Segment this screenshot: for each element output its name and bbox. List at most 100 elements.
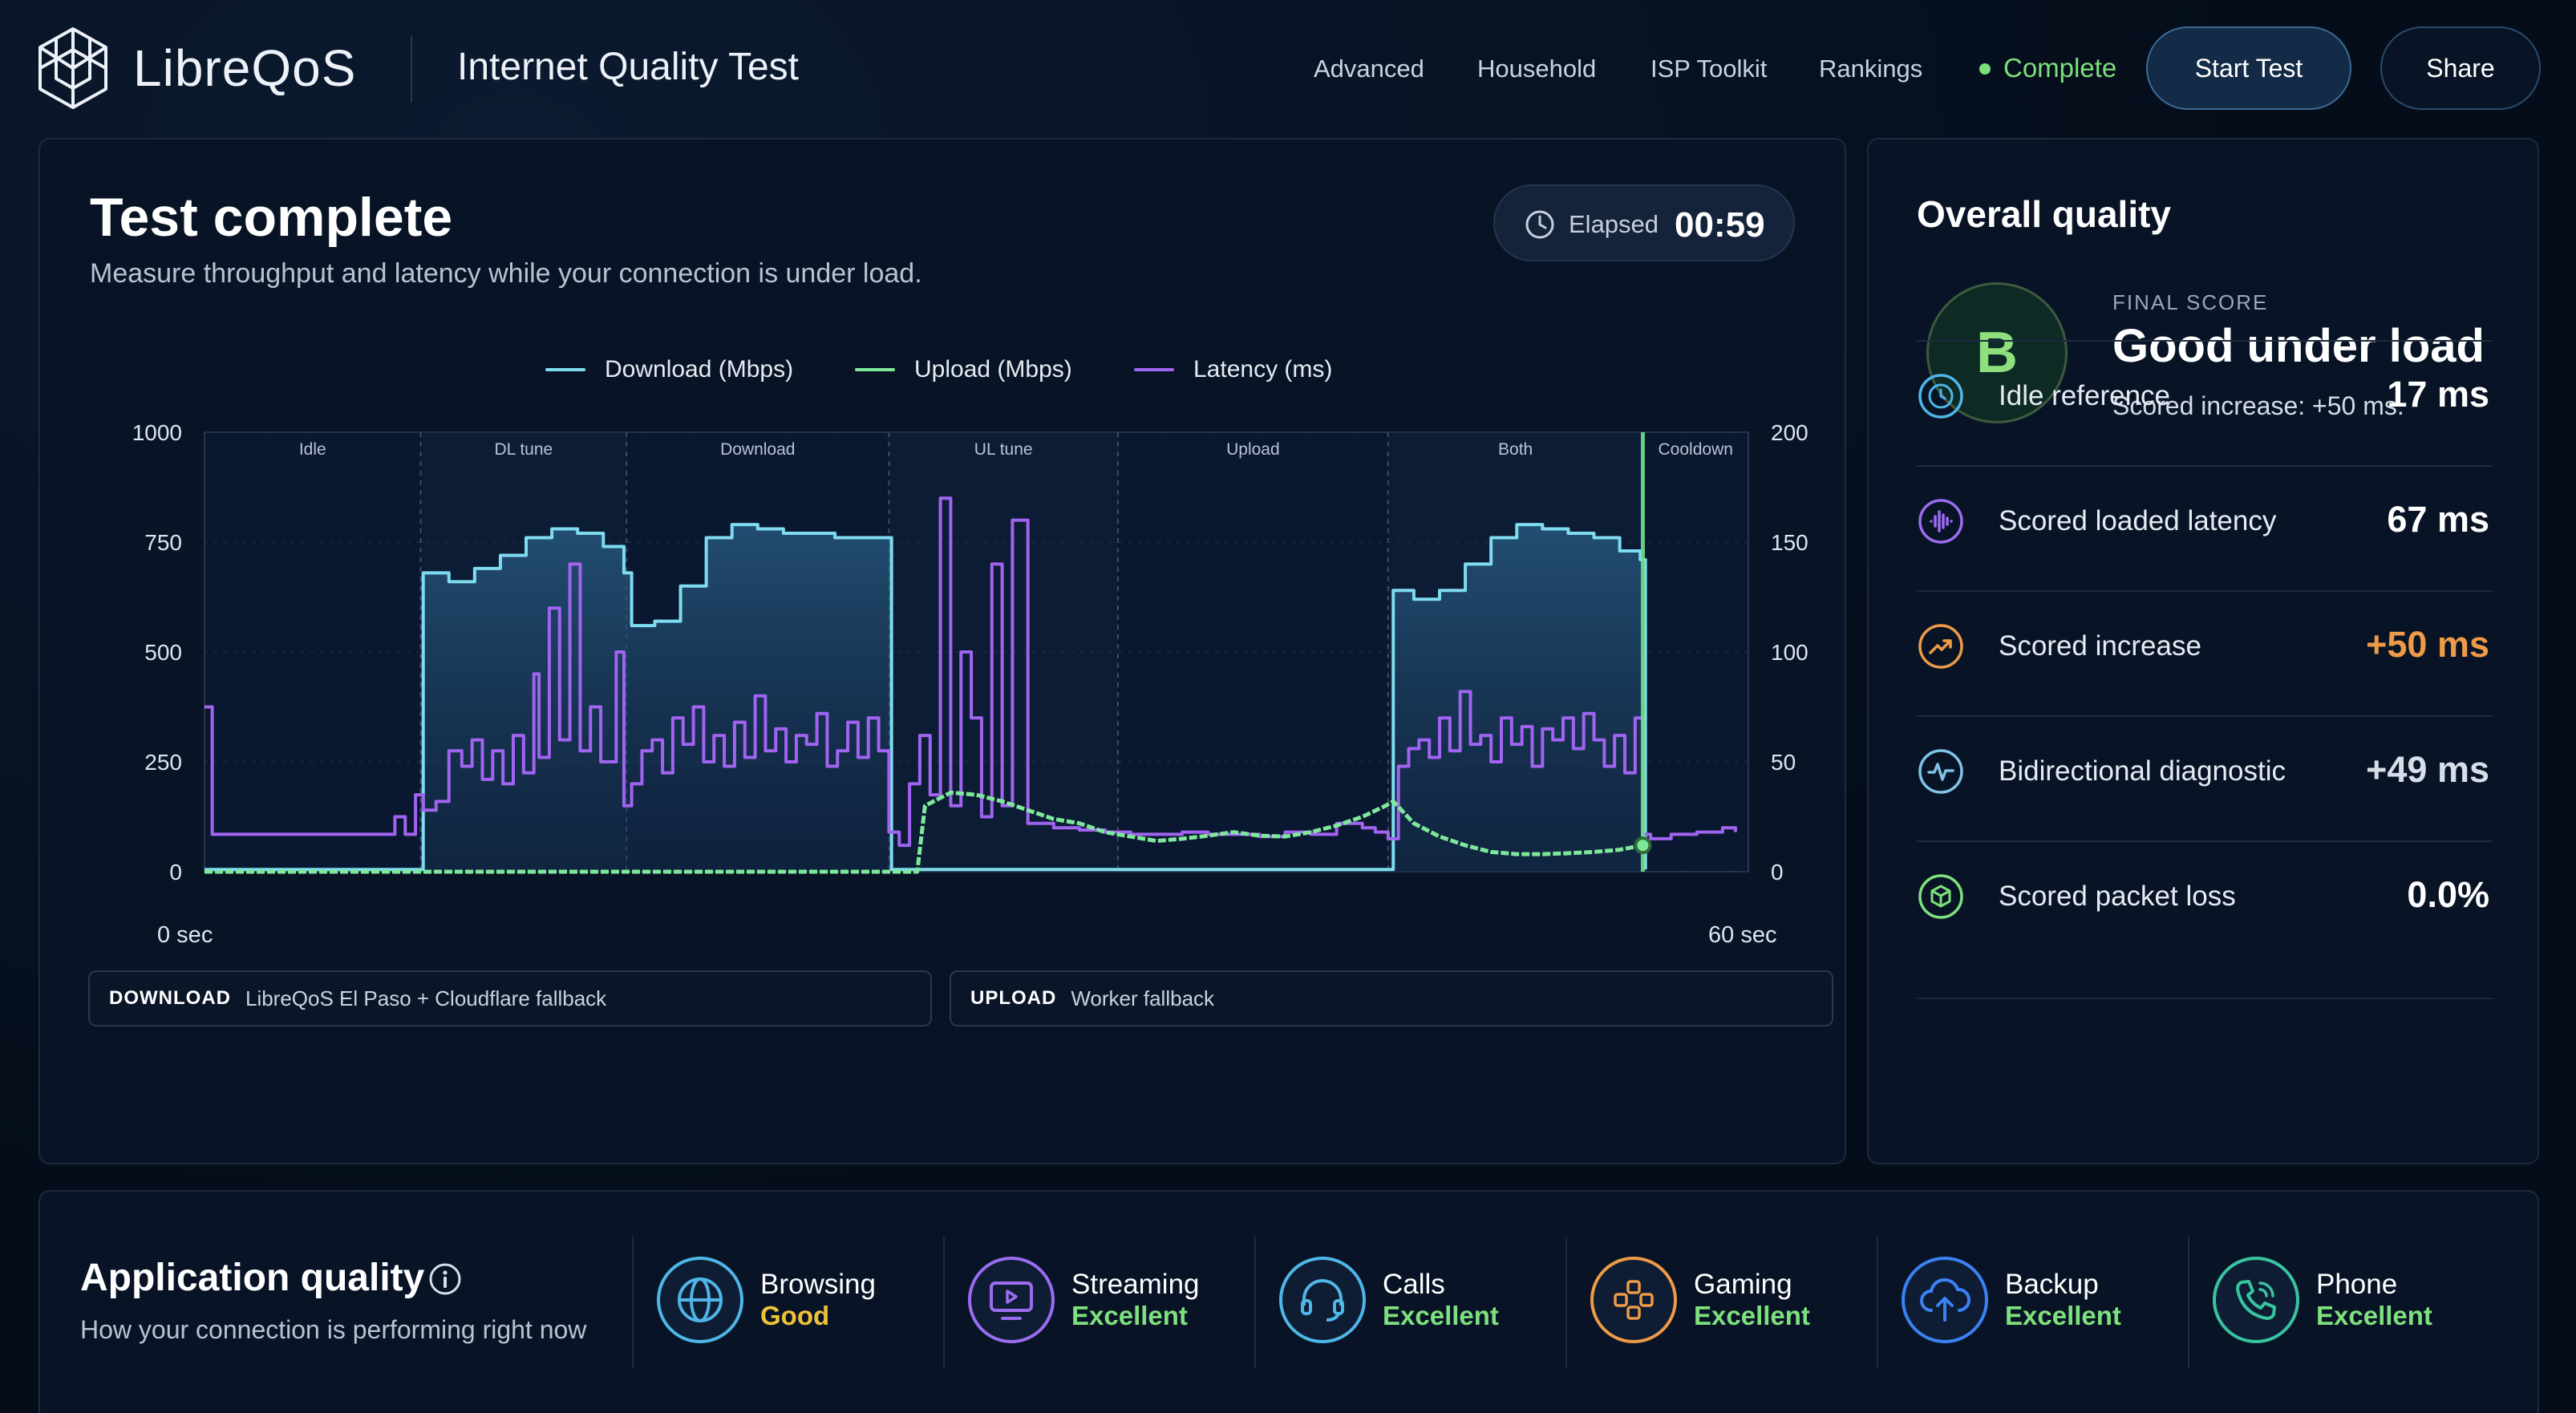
metric-separator: [1917, 590, 2493, 592]
final-score-label: FINAL SCORE: [2112, 290, 2269, 314]
app-quality-subtitle: How your connection is performing right …: [80, 1315, 587, 1344]
app-divider: [1565, 1237, 1567, 1368]
globe-icon: [657, 1257, 743, 1343]
phase-label: Both: [1498, 440, 1533, 459]
app-name: Calls: [1383, 1269, 1445, 1300]
app-status: Excellent: [2005, 1301, 2121, 1330]
metric-separator: [1917, 715, 2493, 717]
y-left-tick-label: 0: [169, 860, 182, 885]
app-name: Browsing: [760, 1269, 876, 1300]
app-status: Excellent: [1071, 1301, 1188, 1330]
upload-source-value: Worker fallback: [1071, 986, 1215, 1010]
latency-series-line: [205, 496, 1737, 848]
app-name: Backup: [2005, 1269, 2099, 1300]
y-right-tick-label: 50: [1771, 750, 1796, 775]
y-left-tick-label: 500: [144, 640, 182, 665]
metric-separator: [1917, 340, 2493, 342]
gamepad-icon: [1590, 1257, 1677, 1343]
grade-badge: B: [1926, 282, 2068, 423]
pulse-icon: [1918, 749, 1963, 794]
metric-label: Scored loaded latency: [1999, 505, 2277, 536]
metric-separator: [1917, 998, 2493, 999]
y-right-tick-label: 200: [1771, 420, 1808, 445]
app-status: Excellent: [2316, 1301, 2432, 1330]
throughput-latency-chart: Idle DL tune Download UL tune Upload Both Cool…: [132, 420, 1808, 885]
phase-label: Idle: [299, 440, 326, 459]
nav-household[interactable]: Household: [1477, 55, 1597, 83]
app-name: Streaming: [1071, 1269, 1200, 1300]
nav-rankings[interactable]: Rankings: [1819, 55, 1923, 83]
time-cursor-dot: [1634, 836, 1652, 855]
phase-label: Upload: [1226, 440, 1280, 459]
test-panel: Test complete Measure throughput and lat…: [38, 138, 1846, 1164]
metric-value: +49 ms: [2366, 749, 2489, 790]
metric-separator: [1917, 840, 2493, 842]
monitor-play-icon: [968, 1257, 1055, 1343]
nav-isp-toolkit[interactable]: ISP Toolkit: [1651, 55, 1768, 83]
overall-title: Overall quality: [1917, 193, 2172, 235]
app-status: Excellent: [1383, 1301, 1499, 1330]
download-area: [205, 524, 1646, 872]
metric-separator: [1917, 465, 2493, 467]
clock-icon: [1918, 374, 1963, 419]
elapsed-pill: Elapsed 00:59: [1493, 184, 1795, 261]
elapsed-label: Elapsed: [1569, 210, 1659, 238]
app-divider: [1877, 1237, 1878, 1368]
phase-label: Cooldown: [1659, 440, 1733, 459]
app-divider: [2188, 1237, 2189, 1368]
upload-source-label: UPLOAD: [970, 987, 1057, 1009]
metric-value: +50 ms: [2366, 624, 2489, 665]
final-score-subtitle: Scored increase: +50 ms.: [2112, 391, 2404, 420]
package-icon: [1918, 874, 1963, 919]
overall-quality-panel: Overall quality B FINAL SCORE Good under…: [1867, 138, 2539, 1164]
metric-label: Scored packet loss: [1999, 881, 2236, 912]
waveform-icon: [1918, 499, 1963, 544]
share-button[interactable]: Share: [2380, 26, 2541, 110]
status-dot-icon: [1979, 63, 1991, 75]
phase-label: UL tune: [974, 440, 1033, 459]
download-series-line: [205, 523, 1647, 872]
app-divider: [943, 1237, 945, 1368]
header-divider: [411, 35, 412, 103]
logo-icon: [38, 27, 107, 109]
page-subtitle: Measure throughput and latency while you…: [90, 258, 922, 289]
trend-up-icon: [1918, 624, 1963, 669]
x-axis-start-label: 0 sec: [157, 922, 213, 948]
app-divider: [632, 1237, 634, 1368]
logo-text: LibreQoS: [133, 39, 357, 97]
start-test-button[interactable]: Start Test: [2146, 26, 2351, 110]
headset-icon: [1279, 1257, 1366, 1343]
final-score-value: Good under load: [2112, 320, 2485, 372]
phone-icon: [2213, 1257, 2299, 1343]
upload-series-line: [205, 790, 1643, 874]
status-text: Complete: [2003, 53, 2117, 83]
elapsed-value: 00:59: [1675, 205, 1765, 245]
x-axis-end-label: 60 sec: [1708, 922, 1777, 948]
y-left-tick-label: 250: [144, 750, 182, 775]
y-right-tick-label: 100: [1771, 640, 1808, 665]
phase-label: Download: [720, 440, 795, 459]
metric-value: 17 ms: [2387, 374, 2489, 415]
app-status: Excellent: [1694, 1301, 1810, 1330]
download-source-value: LibreQoS El Paso + Cloudflare fallback: [245, 986, 607, 1010]
page-title: Test complete: [90, 187, 453, 248]
legend-swatch: [855, 368, 895, 371]
metric-value: 0.0%: [2407, 874, 2489, 915]
legend-latency: Latency (ms): [1134, 356, 1332, 383]
nav-advanced[interactable]: Advanced: [1314, 55, 1424, 83]
app-divider: [1254, 1237, 1256, 1368]
app-quality-title: Application quality: [80, 1257, 425, 1299]
legend-label: Latency (ms): [1193, 356, 1333, 383]
y-right-tick-label: 150: [1771, 530, 1808, 555]
legend-swatch: [1134, 368, 1174, 371]
legend-label: Download (Mbps): [605, 356, 794, 383]
y-right-tick-label: 0: [1771, 860, 1784, 885]
metric-label: Idle reference: [1999, 380, 2171, 411]
app-name: Phone: [2316, 1269, 2398, 1300]
y-left-tick-label: 750: [144, 530, 182, 555]
phase-label: DL tune: [494, 440, 553, 459]
info-icon[interactable]: [428, 1262, 462, 1296]
legend-label: Upload (Mbps): [914, 356, 1072, 383]
top-header: LibreQoS Internet Quality Test Advanced …: [0, 0, 2576, 136]
app-status: Good: [760, 1301, 830, 1330]
